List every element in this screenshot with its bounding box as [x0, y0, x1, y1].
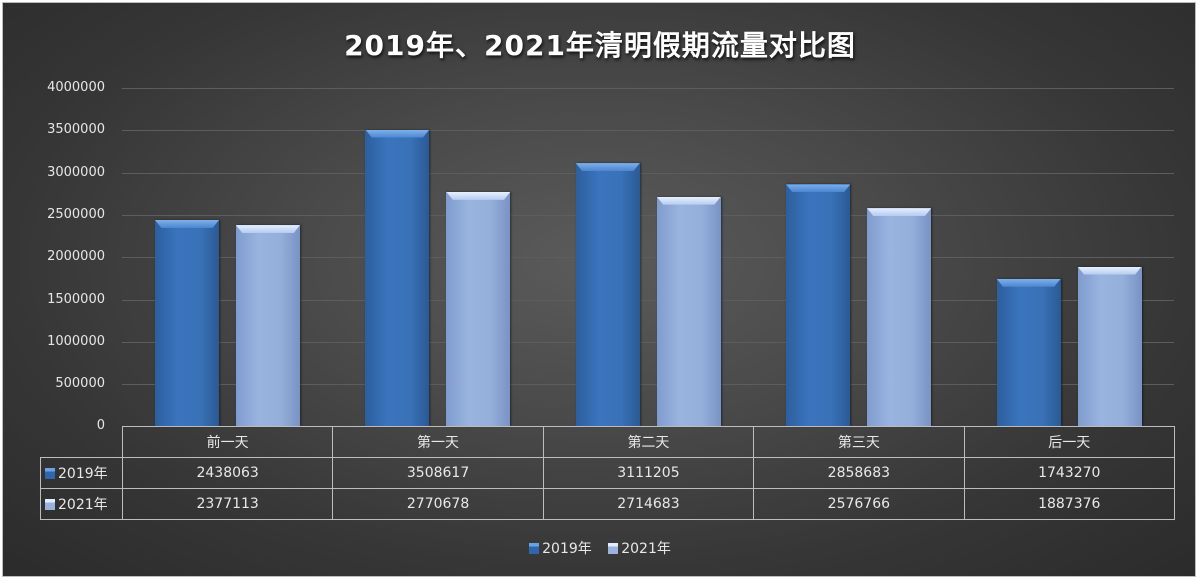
table-row: 2021年 2377113 2770678 2714683 2576766 18… — [40, 488, 1176, 520]
bar-2021-2[interactable] — [656, 196, 721, 426]
gridline — [122, 342, 1174, 343]
table-cell: 2576766 — [753, 488, 965, 520]
table-row: 2019年 2438063 3508617 3111205 2858683 17… — [40, 457, 1176, 489]
bar-2021-3[interactable] — [867, 208, 932, 426]
bar-2021-4[interactable] — [1077, 266, 1142, 426]
table-cell: 2770678 — [332, 488, 544, 520]
data-table: 前一天 第一天 第二天 第三天 后一天 2019年 2438063 350861… — [40, 426, 1176, 520]
bar-bevel — [786, 184, 851, 193]
chart-title: 2019年、2021年清明假期流量对比图 — [344, 29, 856, 62]
category-label: 后一天 — [963, 426, 1176, 458]
bar-2019-4[interactable] — [996, 278, 1061, 426]
legend-item-2019[interactable]: 2019年 — [529, 538, 592, 558]
legend-key-icon — [529, 543, 540, 554]
table-cell: 2438063 — [121, 457, 334, 489]
bar-2021-0[interactable] — [236, 225, 300, 426]
bar-bevel — [236, 225, 300, 234]
legend: 2019年 2021年 — [0, 538, 1200, 558]
bar-2021-1[interactable] — [446, 191, 511, 426]
y-tick-label: 3500000 — [47, 122, 105, 137]
legend-key-icon — [608, 543, 619, 554]
gridline — [122, 88, 1174, 89]
table-cell: 2714683 — [542, 488, 755, 520]
y-tick-label: 3000000 — [47, 165, 105, 180]
table-cell: 3111205 — [542, 457, 755, 489]
category-label: 第一天 — [332, 426, 544, 458]
category-label: 第三天 — [753, 426, 965, 458]
gridline — [122, 257, 1174, 258]
bar-bevel — [365, 129, 430, 138]
bar-bevel — [996, 278, 1061, 287]
y-tick-label: 4000000 — [47, 80, 105, 95]
legend-item-2021[interactable]: 2021年 — [608, 538, 671, 558]
table-header-row: 前一天 第一天 第二天 第三天 后一天 — [40, 426, 1176, 458]
series-label-2021: 2021年 — [40, 488, 123, 520]
gridline — [122, 215, 1174, 216]
table-cell: 1743270 — [963, 457, 1176, 489]
bar-bevel — [575, 163, 640, 172]
bar-bevel — [656, 196, 721, 205]
table-cell: 2377113 — [121, 488, 334, 520]
gridline — [122, 173, 1174, 174]
bar-bevel — [155, 219, 219, 228]
gridline — [122, 130, 1174, 131]
y-tick-label: 500000 — [55, 376, 105, 391]
y-tick-label: 2500000 — [47, 207, 105, 222]
bar-bevel — [1077, 266, 1142, 275]
series-label-2019: 2019年 — [40, 457, 123, 489]
bar-2019-3[interactable] — [786, 184, 851, 426]
y-tick-label: 1500000 — [47, 292, 105, 307]
table-corner — [40, 426, 123, 458]
category-label: 前一天 — [121, 426, 334, 458]
table-cell: 3508617 — [332, 457, 544, 489]
gridline — [122, 300, 1174, 301]
table-cell: 1887376 — [963, 488, 1176, 520]
legend-key-icon — [45, 499, 55, 510]
y-tick-label: 2000000 — [47, 249, 105, 264]
legend-key-icon — [45, 468, 55, 479]
gridline — [122, 384, 1174, 385]
y-tick-label: 0 — [96, 418, 105, 433]
bar-bevel — [867, 208, 932, 217]
bar-2019-2[interactable] — [575, 163, 640, 426]
bar-2019-0[interactable] — [155, 219, 219, 426]
bar-bevel — [446, 191, 511, 200]
bar-2019-1[interactable] — [365, 129, 430, 426]
y-tick-label: 1000000 — [47, 334, 105, 349]
category-label: 第二天 — [542, 426, 755, 458]
table-cell: 2858683 — [753, 457, 965, 489]
